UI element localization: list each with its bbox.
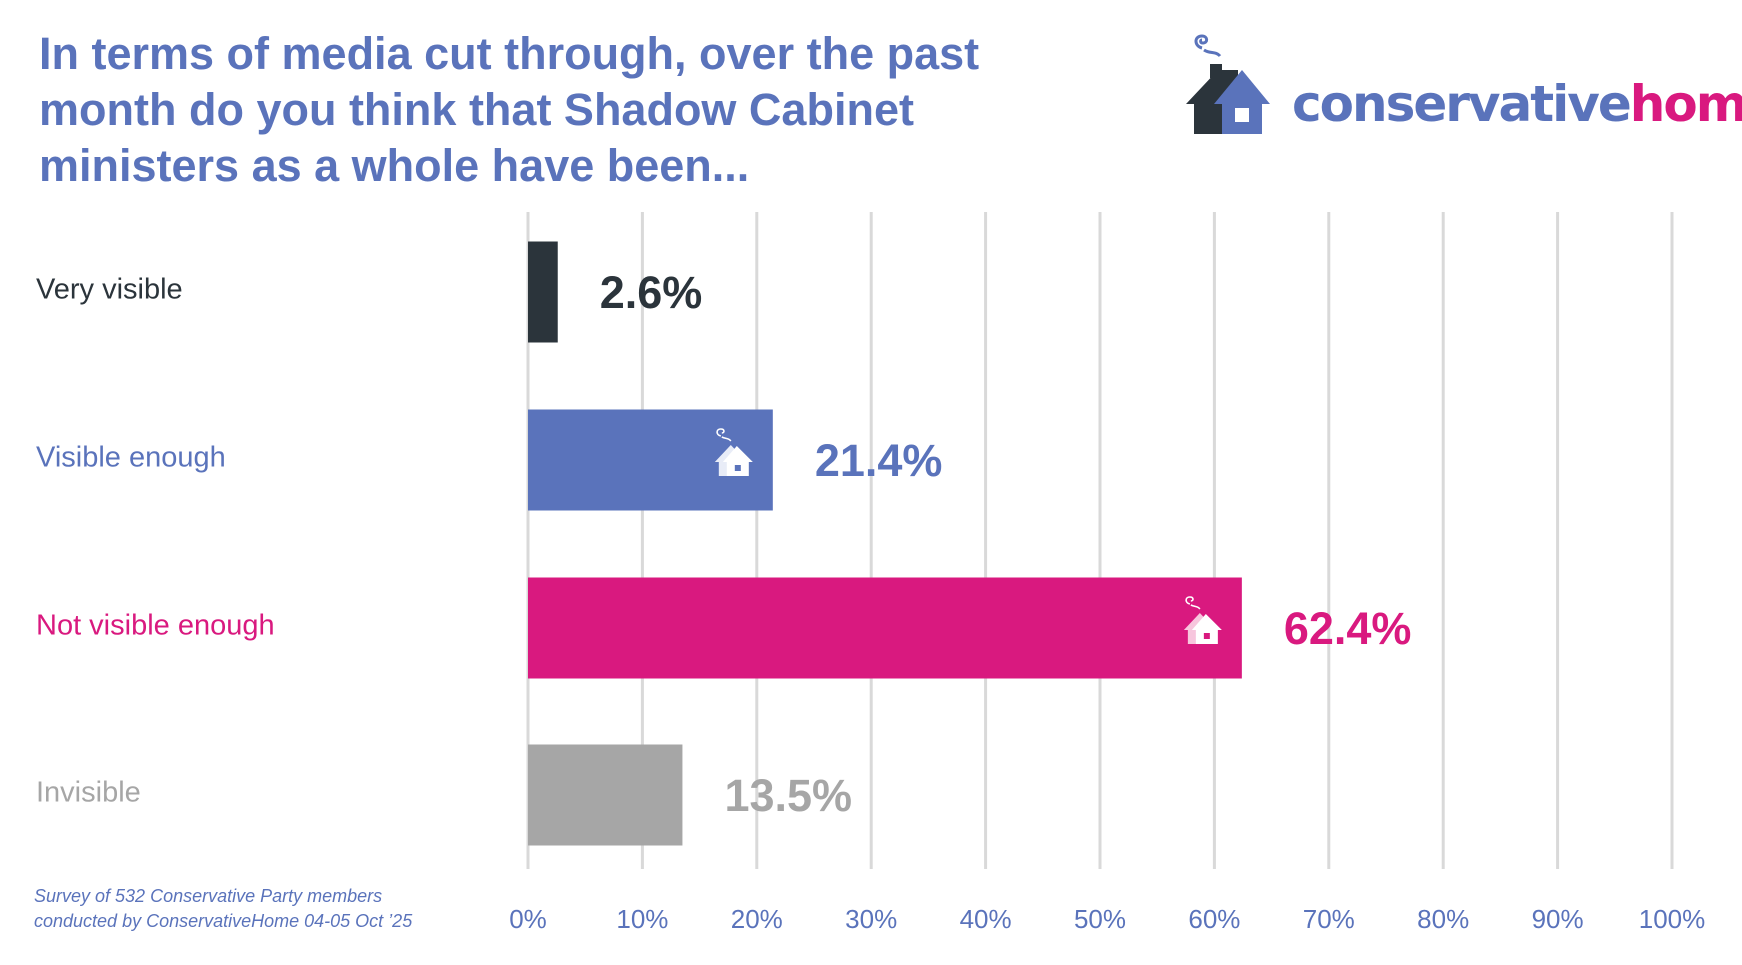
bar <box>528 744 683 846</box>
category-label: Visible enough <box>36 441 226 474</box>
x-tick-label: 60% <box>1188 904 1240 934</box>
value-label: 21.4% <box>815 435 943 486</box>
x-tick-label: 70% <box>1303 904 1355 934</box>
x-tick-label: 100% <box>1639 904 1706 934</box>
value-label: 62.4% <box>1284 603 1412 654</box>
value-label: 13.5% <box>724 770 852 821</box>
house-logo-icon <box>1186 34 1270 134</box>
footnote: Survey of 532 Conservative Party members… <box>34 884 412 934</box>
category-label: Invisible <box>36 776 141 809</box>
logo-text-conservative: conservative <box>1292 75 1632 133</box>
value-label: 2.6% <box>600 267 703 318</box>
x-tick-label: 90% <box>1532 904 1584 934</box>
logo-text-home: home <box>1629 75 1742 133</box>
category-label: Not visible enough <box>36 609 275 642</box>
house-icon <box>714 428 753 476</box>
category-label: Very visible <box>36 273 183 306</box>
x-tick-label: 0% <box>509 904 547 934</box>
bar <box>528 241 558 343</box>
x-tick-label: 30% <box>845 904 897 934</box>
x-tick-label: 40% <box>960 904 1012 934</box>
footnote-line-2: conducted by ConservativeHome 04-05 Oct … <box>34 911 413 931</box>
chart-title: In terms of media cut through, over the … <box>39 28 980 191</box>
x-tick-label: 80% <box>1417 904 1469 934</box>
conservativehome-logo: conservativehome <box>1180 20 1742 145</box>
footnote-line-1: Survey of 532 Conservative Party members <box>34 886 383 906</box>
x-tick-label: 10% <box>616 904 668 934</box>
x-tick-label: 20% <box>731 904 783 934</box>
x-tick-label: 50% <box>1074 904 1126 934</box>
bar <box>528 577 1242 679</box>
house-icon <box>1183 596 1222 644</box>
